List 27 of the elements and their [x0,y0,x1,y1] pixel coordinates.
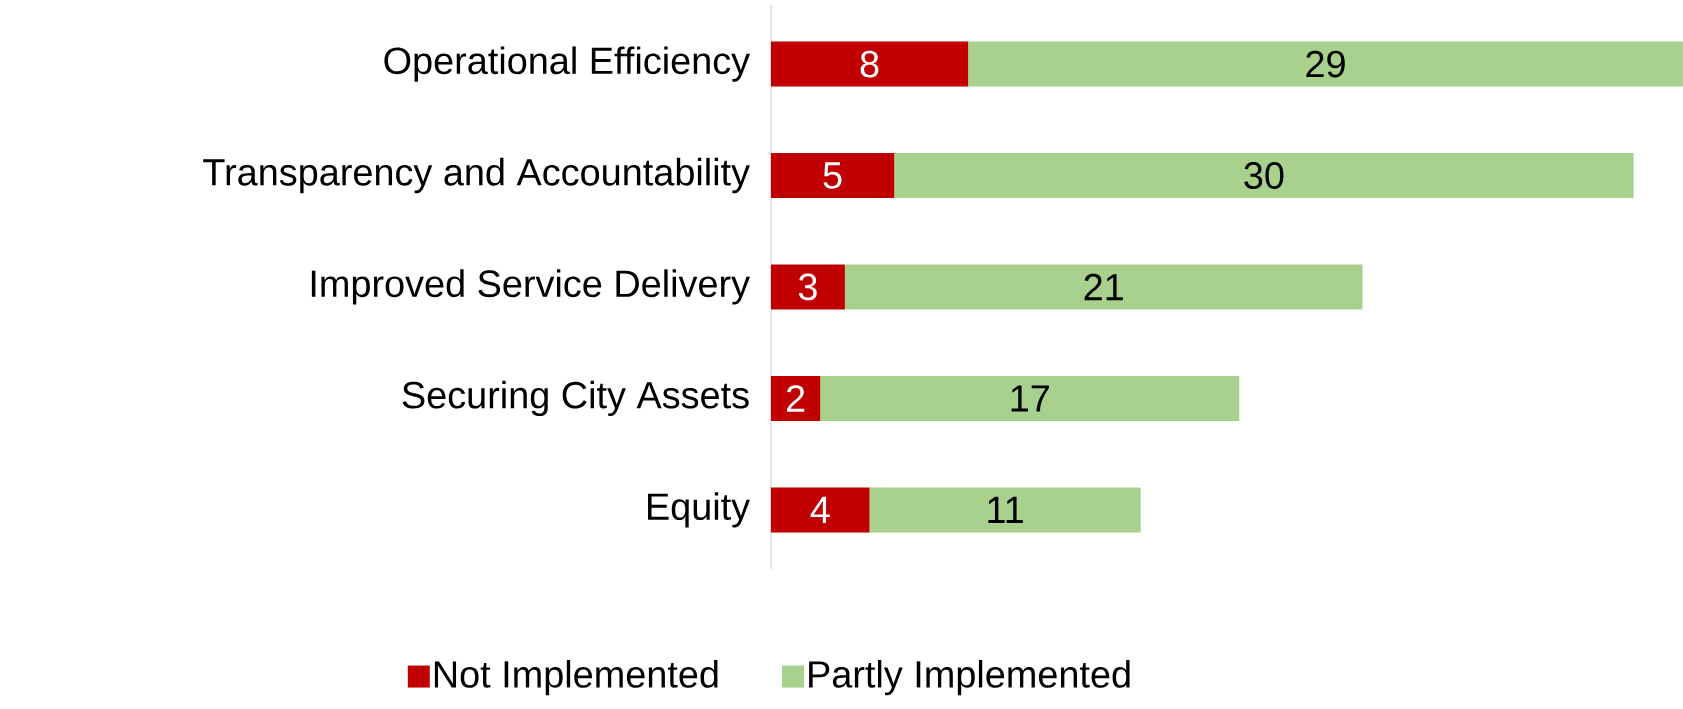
data-label: 30 [1244,162,1284,189]
data-label: 8 [860,50,879,78]
bar [869,487,1141,533]
y-tick-label: Improved Service Delivery [311,269,750,305]
data-label: 17 [1011,385,1049,412]
legend-label: Partly Implemented [809,660,1130,696]
bar [894,153,1634,199]
bar [770,41,969,87]
data-label: 5 [823,162,842,189]
bar [770,487,870,533]
bar [844,264,1363,310]
y-tick-label: Transparency and Accountability [203,157,750,194]
y-tick-label: Operational Efficiency [384,46,751,82]
data-label: 21 [1084,273,1123,301]
legend-label: Not Implemented [434,660,718,696]
data-label: 2 [786,385,805,412]
y-tick-label: Equity [648,492,751,528]
bar [770,264,845,310]
data-label: 3 [798,273,817,301]
bar [770,375,821,421]
data-label: 4 [810,496,830,523]
bar [968,41,1683,87]
data-label: 29 [1306,50,1345,78]
y-tick-label: Securing City Assets [402,380,749,417]
bar [820,375,1240,421]
bar [770,153,895,199]
data-label: 11 [988,496,1023,523]
